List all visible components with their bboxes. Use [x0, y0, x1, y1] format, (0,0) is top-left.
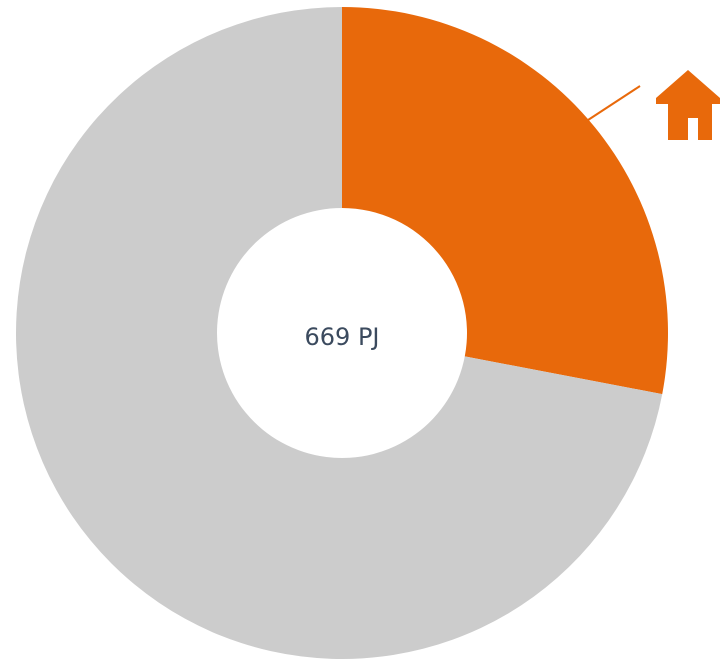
leader-line — [584, 85, 641, 123]
center-label: 669 PJ — [305, 323, 380, 351]
house-icon — [656, 70, 720, 140]
donut-segment — [16, 6, 663, 659]
donut-segment — [342, 7, 668, 395]
